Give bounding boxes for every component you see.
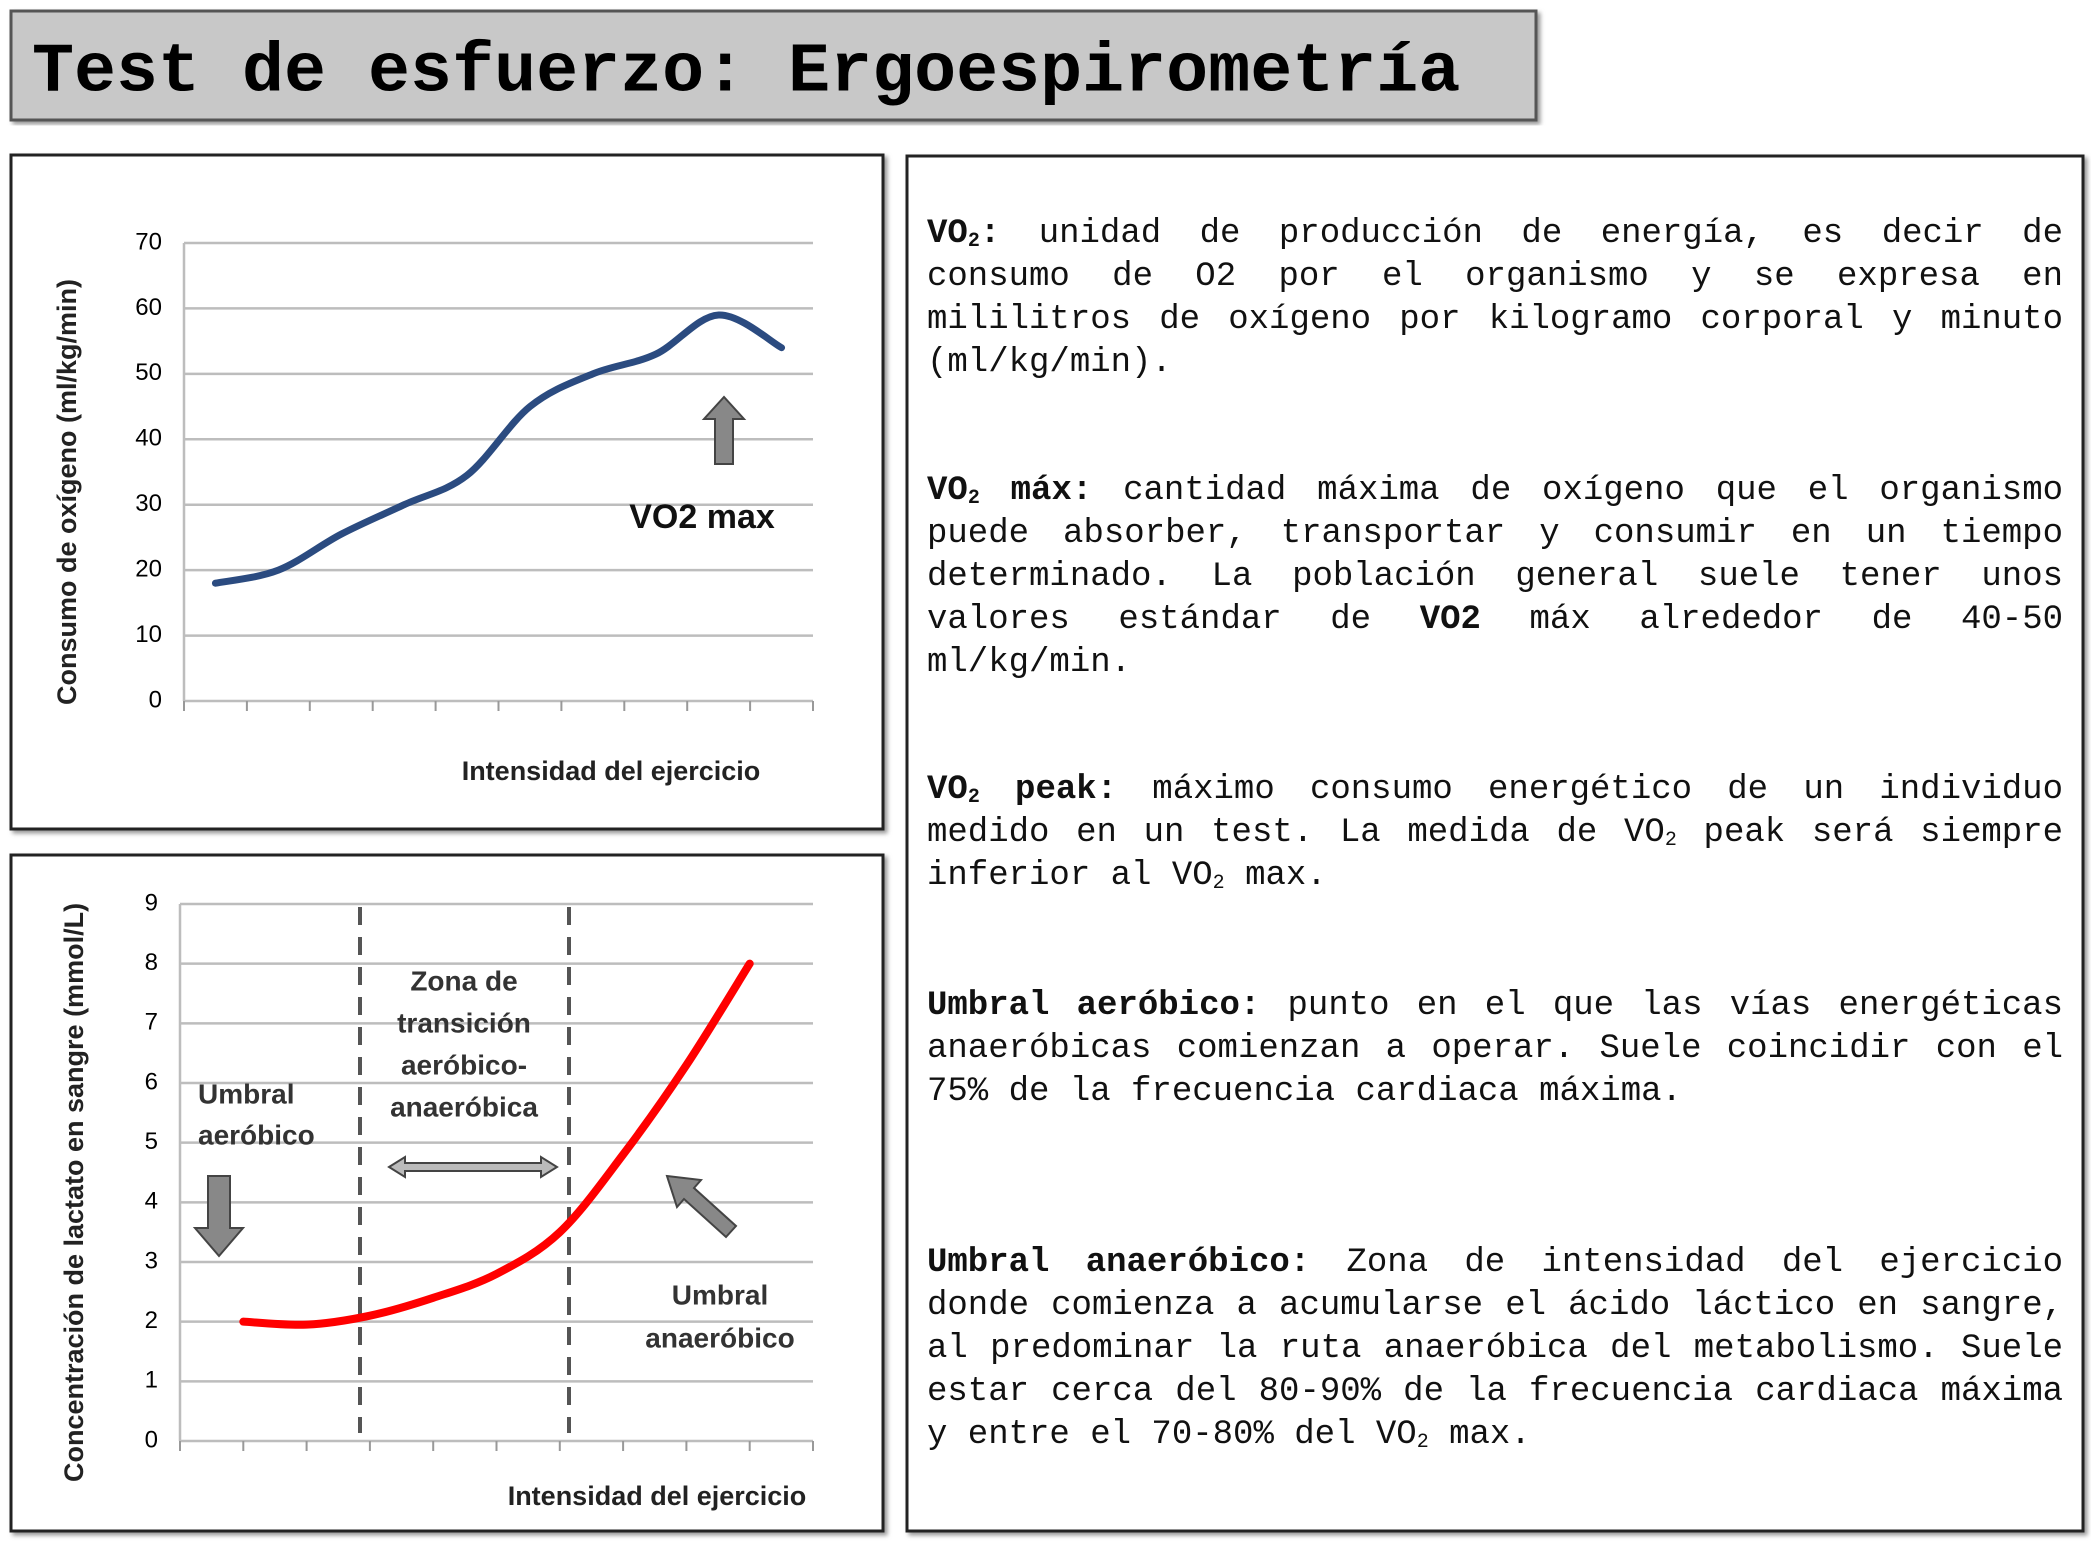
definition-text: max.: [1428, 1416, 1531, 1454]
annotation: aeróbico: [198, 1119, 315, 1150]
y-tick-label: 5: [145, 1128, 158, 1155]
definition: Umbral anaeróbico: Zona de intensidad de…: [927, 1242, 2063, 1457]
term: :: [979, 215, 1001, 253]
y-tick-label: 40: [135, 425, 162, 452]
definition-text: máximo consumo energético de un individu…: [927, 771, 2063, 852]
annotation: transición: [397, 1007, 531, 1038]
data-line: [239, 959, 754, 1329]
definition-text: máx alrededor de 40-50 ml/kg/min.: [927, 601, 2063, 682]
definition-text: unidad de producción de energía, es deci…: [927, 215, 2063, 382]
definition: Umbral aeróbico: punto en el que las vía…: [927, 985, 2063, 1114]
definition-text: 2: [1212, 872, 1225, 895]
term: VO: [927, 215, 968, 253]
annotation: Zona de: [410, 965, 517, 996]
slide-title: Test de esfuerzo: Ergoespirometría: [32, 33, 1460, 112]
definition: VO2 peak: máximo consumo energético de u…: [927, 769, 2063, 898]
term: VO: [927, 472, 968, 510]
term: 2: [967, 786, 980, 809]
term: peak:: [979, 771, 1118, 809]
y-tick-label: 60: [135, 294, 162, 321]
definition-text: punto en el que las vías energéticas ana…: [927, 987, 2063, 1111]
arrow: [701, 395, 747, 465]
term: Umbral aeróbico:: [927, 987, 1261, 1025]
y-tick-label: 6: [145, 1068, 158, 1095]
annotation: anaeróbico: [645, 1322, 794, 1353]
arrow: [192, 1175, 246, 1258]
arrow: [665, 1174, 738, 1239]
y-tick-label: 10: [135, 621, 162, 648]
term: VO: [927, 771, 968, 809]
term: VO2: [1419, 601, 1481, 639]
y-tick-label: 50: [135, 359, 162, 386]
y-tick-label: 70: [135, 228, 162, 255]
annotation: anaeróbica: [390, 1091, 538, 1122]
definition-text: cantidad máxima de oxígeno que el organi…: [927, 472, 2063, 639]
definition: VO2: unidad de producción de energía, es…: [927, 213, 2063, 385]
definition-text: Zona de intensidad del ejercicio donde c…: [927, 1244, 2063, 1454]
term: Umbral anaeróbico:: [927, 1244, 1311, 1282]
term: 2: [967, 230, 980, 253]
y-tick-label: 30: [135, 490, 162, 517]
annotation: VO2 max: [629, 498, 775, 536]
arrow: [387, 1155, 559, 1179]
definition-text: max.: [1224, 857, 1327, 895]
data-line: [211, 311, 786, 587]
y-tick-label: 0: [145, 1426, 158, 1453]
term: máx:: [979, 472, 1093, 510]
y-tick-label: 3: [145, 1247, 158, 1274]
text-panel: [905, 154, 2085, 1533]
x-axis-label: Intensidad del ejercicio: [508, 1481, 807, 1511]
y-axis-label: Consumo de oxígeno (ml/kg/min): [52, 279, 82, 705]
term: 2: [967, 487, 980, 510]
y-tick-label: 0: [149, 686, 162, 713]
definition-text: 2: [1664, 829, 1677, 852]
y-axis-label: Concentración de lactato en sangre (mmol…: [59, 903, 89, 1482]
y-tick-label: 1: [145, 1367, 158, 1394]
definition-text: 2: [1416, 1431, 1429, 1454]
annotation: Umbral: [198, 1078, 294, 1109]
title-box: [9, 9, 1538, 122]
annotation: Umbral: [672, 1279, 768, 1310]
y-tick-label: 7: [145, 1009, 158, 1036]
definition-text: peak será siempre inferior al VO: [927, 814, 2064, 895]
y-tick-label: 20: [135, 555, 162, 582]
y-tick-label: 8: [145, 949, 158, 976]
y-tick-label: 2: [145, 1307, 158, 1334]
x-axis-label: Intensidad del ejercicio: [462, 756, 761, 786]
y-tick-label: 9: [145, 889, 158, 916]
chart-panel: [9, 153, 885, 831]
definition: VO2 máx: cantidad máxima de oxígeno que …: [927, 470, 2063, 685]
chart-panel: [9, 853, 885, 1533]
y-tick-label: 4: [145, 1188, 158, 1215]
annotation: aeróbico-: [401, 1049, 527, 1080]
